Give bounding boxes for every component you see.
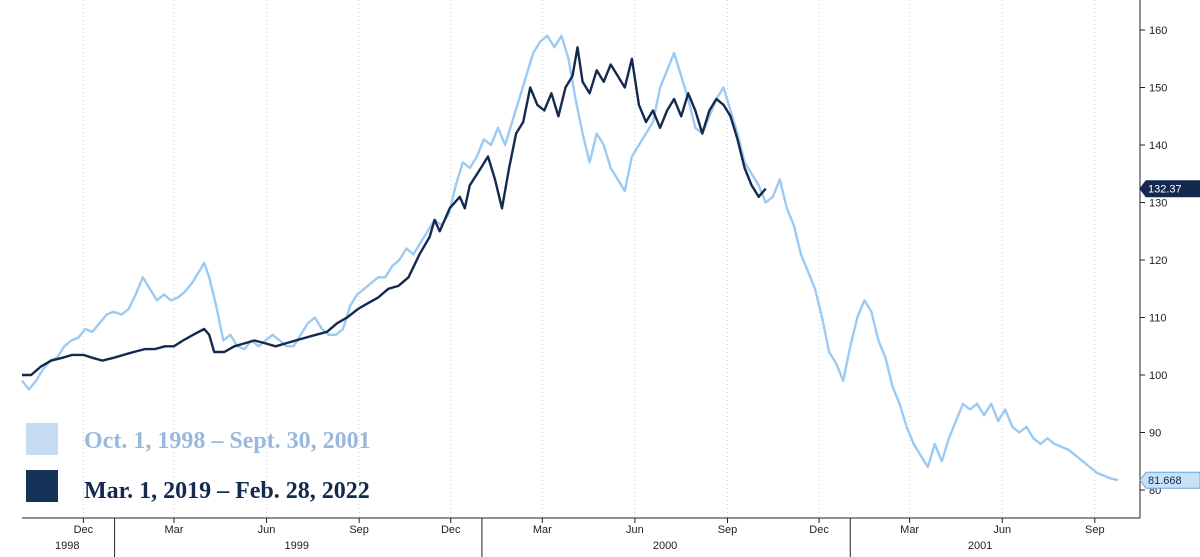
series-line-2 (22, 46, 767, 377)
y-tick-label: 120 (1149, 255, 1167, 267)
legend-item-2: Mar. 1, 2019 – Feb. 28, 2022 (26, 470, 370, 504)
x-ticks: Dec Mar Jun Sep Dec Mar Jun Sep Dec Mar Jun Sep 1998… (55, 518, 1105, 557)
x-tick-label: Sep (718, 524, 738, 536)
x-tick-label: Sep (1085, 524, 1105, 536)
legend-label-2: Mar. 1, 2019 – Feb. 28, 2022 (84, 478, 370, 504)
x-year-label: 1998 (55, 540, 79, 552)
x-year-label: 2000 (653, 540, 677, 552)
legend-item-1: Oct. 1, 1998 – Sept. 30, 2001 (26, 423, 371, 455)
legend: Oct. 1, 1998 – Sept. 30, 2001 Mar. 1, 20… (26, 423, 371, 504)
x-tick-label: Jun (258, 524, 276, 536)
y-tick-label: 150 (1149, 83, 1167, 95)
x-tick-label: Mar (533, 524, 552, 536)
y-tick-label: 130 (1149, 198, 1167, 210)
x-year-label: 2001 (968, 540, 992, 552)
x-tick-label: Dec (74, 524, 94, 536)
plot-area (21, 0, 1119, 518)
x-tick-label: Dec (441, 524, 461, 536)
legend-swatch-2 (26, 470, 58, 502)
x-axis: Dec Mar Jun Sep Dec Mar Jun Sep Dec Mar Jun Sep 1998… (22, 517, 1140, 557)
end-label-text: 81.668 (1148, 475, 1182, 487)
end-label-box (1139, 180, 1200, 198)
end-label-2: 132.37 (1139, 180, 1200, 198)
y-tick-label: 110 (1149, 313, 1167, 325)
end-label-1: 81.668 (1139, 471, 1200, 489)
end-label-text: 132.37 (1148, 184, 1182, 196)
y-tick-label: 90 (1149, 428, 1161, 440)
x-tick-label: Mar (900, 524, 919, 536)
series-layer (21, 34, 1119, 482)
y-tick-label: 160 (1149, 25, 1167, 37)
y-tick-label: 100 (1149, 370, 1167, 382)
series-line-1 (21, 34, 1119, 482)
end-value-labels: 81.668 132.37 (1139, 180, 1200, 489)
legend-swatch-1 (26, 423, 58, 455)
y-tick-label: 140 (1149, 140, 1167, 152)
x-tick-label: Dec (809, 524, 829, 536)
x-tick-label: Sep (349, 524, 369, 536)
legend-label-1: Oct. 1, 1998 – Sept. 30, 2001 (84, 428, 371, 454)
x-year-label: 1999 (285, 540, 309, 552)
x-tick-label: Jun (626, 524, 644, 536)
end-label-box (1139, 471, 1200, 489)
x-tick-label: Mar (164, 524, 183, 536)
x-tick-label: Jun (993, 524, 1011, 536)
